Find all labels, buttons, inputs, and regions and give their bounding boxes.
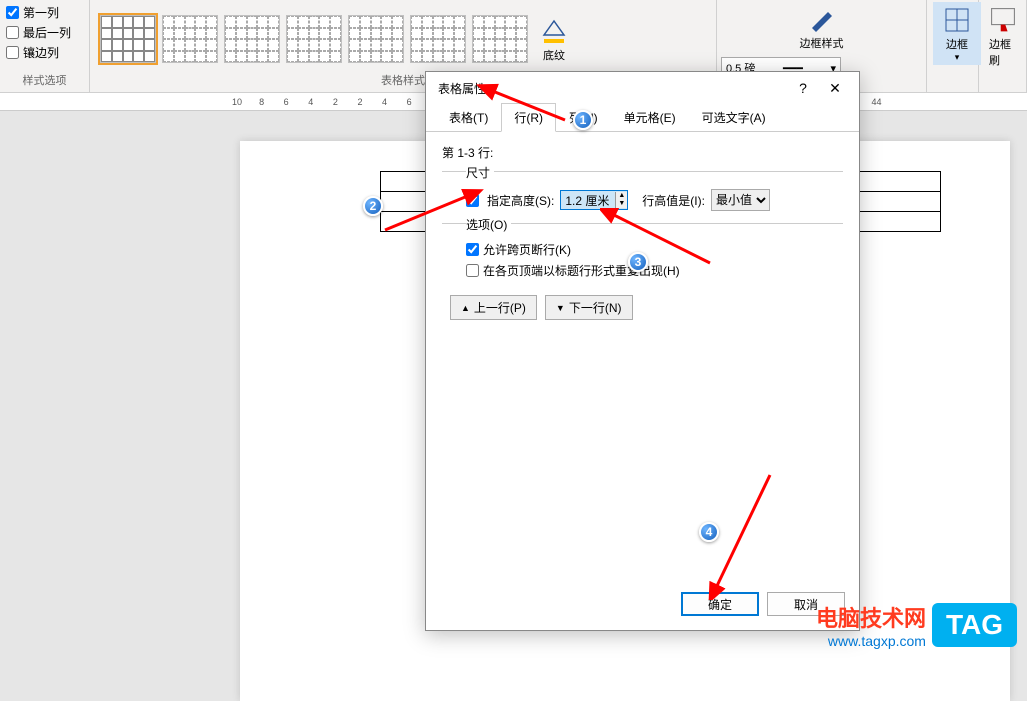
tab-alt-text[interactable]: 可选文字(A) bbox=[689, 103, 779, 132]
table-style-6[interactable] bbox=[410, 15, 466, 63]
border-painter-label: 边框刷 bbox=[989, 36, 1016, 68]
height-rule-select[interactable]: 最小值 bbox=[711, 189, 770, 211]
table-style-3[interactable] bbox=[224, 15, 280, 63]
table-properties-dialog: 表格属性 ? ✕ 表格(T) 行(R) 列(U) 单元格(E) 可选文字(A) … bbox=[425, 71, 860, 631]
border-painter-button[interactable]: 边框刷 bbox=[985, 2, 1020, 70]
tab-row[interactable]: 行(R) bbox=[501, 103, 556, 132]
shading-label: 底纹 bbox=[543, 47, 565, 63]
annotation-marker-3: 3 bbox=[628, 252, 648, 272]
row-range-label: 第 1-3 行: bbox=[442, 144, 843, 161]
annotation-marker-1: 1 bbox=[573, 110, 593, 130]
dialog-title: 表格属性 bbox=[438, 80, 486, 97]
tab-table[interactable]: 表格(T) bbox=[436, 103, 501, 132]
pen-icon bbox=[808, 4, 836, 35]
brush-icon bbox=[987, 4, 1019, 36]
tab-cell[interactable]: 单元格(E) bbox=[611, 103, 689, 132]
chevron-down-icon: ▾ bbox=[955, 52, 960, 63]
triangle-up-icon: ▲ bbox=[461, 303, 470, 313]
watermark: 电脑技术网 www.tagxp.com TAG bbox=[816, 601, 1017, 649]
table-style-2[interactable] bbox=[162, 15, 218, 63]
borders-label: 边框 bbox=[946, 36, 968, 52]
watermark-site: 电脑技术网 bbox=[816, 601, 926, 633]
specify-height-checkbox[interactable] bbox=[466, 194, 479, 207]
table-style-4[interactable] bbox=[286, 15, 342, 63]
options-legend: 选项(O) bbox=[466, 216, 511, 233]
annotation-marker-4: 4 bbox=[699, 522, 719, 542]
ok-button[interactable]: 确定 bbox=[681, 592, 759, 616]
watermark-badge: TAG bbox=[932, 603, 1017, 647]
table-style-7[interactable] bbox=[472, 15, 528, 63]
table-style-options-group: 第一列 最后一列 镶边列 样式选项 bbox=[0, 0, 90, 92]
size-fieldset: 尺寸 指定高度(S): ▲ ▼ 行高值是(I): 最小值 bbox=[442, 171, 843, 215]
banded-column-checkbox[interactable] bbox=[6, 46, 19, 59]
dialog-titlebar: 表格属性 ? ✕ bbox=[426, 72, 859, 104]
shading-button[interactable]: 底纹 bbox=[534, 13, 574, 65]
repeat-header-checkbox[interactable] bbox=[466, 264, 479, 277]
first-column-label: 第一列 bbox=[23, 4, 59, 21]
spin-down-button[interactable]: ▼ bbox=[616, 200, 627, 208]
last-column-checkbox[interactable] bbox=[6, 26, 19, 39]
style-options-group-label: 样式选项 bbox=[6, 72, 83, 90]
dialog-help-button[interactable]: ? bbox=[787, 80, 819, 96]
next-row-button[interactable]: ▼下一行(N) bbox=[545, 295, 633, 320]
border-style-label: 边框样式 bbox=[800, 35, 844, 51]
row-height-spinner[interactable]: ▲ ▼ bbox=[560, 190, 628, 210]
borders-button[interactable]: 边框 ▾ bbox=[933, 2, 981, 65]
last-column-label: 最后一列 bbox=[23, 24, 71, 41]
first-column-checkbox[interactable] bbox=[6, 6, 19, 19]
watermark-url: www.tagxp.com bbox=[816, 633, 926, 649]
dialog-body: 第 1-3 行: 尺寸 指定高度(S): ▲ ▼ 行高值是(I): 最小值 bbox=[426, 132, 859, 332]
triangle-down-icon: ▼ bbox=[556, 303, 565, 313]
specify-height-label: 指定高度(S): bbox=[487, 192, 554, 209]
height-rule-label: 行高值是(I): bbox=[642, 192, 705, 209]
borders-icon bbox=[941, 4, 973, 36]
table-style-5[interactable] bbox=[348, 15, 404, 63]
dialog-tabs: 表格(T) 行(R) 列(U) 单元格(E) 可选文字(A) bbox=[426, 104, 859, 132]
banded-column-label: 镶边列 bbox=[23, 44, 59, 61]
row-height-input[interactable] bbox=[561, 191, 615, 209]
spin-up-button[interactable]: ▲ bbox=[616, 192, 627, 200]
annotation-marker-2: 2 bbox=[363, 196, 383, 216]
previous-row-button[interactable]: ▲上一行(P) bbox=[450, 295, 537, 320]
border-style-button[interactable]: 边框样式 bbox=[721, 2, 922, 53]
shading-icon bbox=[538, 15, 570, 47]
repeat-header-label: 在各页顶端以标题行形式重复出现(H) bbox=[483, 262, 680, 279]
borders-split-group: 边框 ▾ bbox=[927, 0, 979, 92]
allow-break-label: 允许跨页断行(K) bbox=[483, 241, 571, 258]
allow-break-checkbox[interactable] bbox=[466, 243, 479, 256]
table-style-1[interactable] bbox=[100, 15, 156, 63]
dialog-close-button[interactable]: ✕ bbox=[819, 80, 851, 97]
border-painter-group: 边框刷 bbox=[979, 0, 1027, 92]
size-legend: 尺寸 bbox=[466, 164, 494, 181]
